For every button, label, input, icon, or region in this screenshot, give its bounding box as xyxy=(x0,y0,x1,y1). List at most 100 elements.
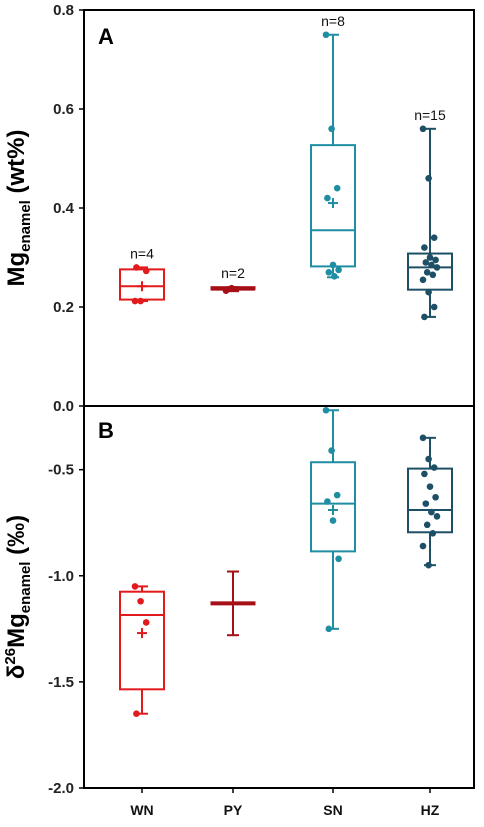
data-point xyxy=(333,184,341,192)
y-tick-label: 0.8 xyxy=(53,2,74,19)
box-iqr xyxy=(407,467,453,534)
data-point xyxy=(426,483,434,490)
data-point xyxy=(419,276,427,284)
data-point xyxy=(421,470,428,478)
panel-b-marks: -2.0 -1.5 -1.0 -0.5 WN PY SN HZ xyxy=(48,406,453,818)
data-point xyxy=(430,464,438,471)
data-point xyxy=(335,555,342,563)
data-point xyxy=(432,493,439,501)
panel-a-marks: 0.0 0.2 0.4 0.6 0.8 n=4 n=2 n=8 n=15 xyxy=(53,2,453,415)
panel-b-y-axis-title: δ26Mgenamel (‰) xyxy=(2,515,34,679)
data-point xyxy=(425,175,432,182)
data-point xyxy=(429,530,437,537)
data-point xyxy=(433,513,441,520)
panel-b-letter: B xyxy=(98,418,114,443)
data-point xyxy=(228,284,235,292)
panel-a-letter: A xyxy=(98,24,114,49)
ylabel-a-unit: (wt%) xyxy=(3,129,30,200)
chart-marks: 0.0 0.2 0.4 0.6 0.8 n=4 n=2 n=8 n=15 -2.0 -1.5 -1.0… xyxy=(48,2,453,818)
data-point xyxy=(423,269,431,276)
data-point xyxy=(422,259,430,266)
data-point xyxy=(324,498,331,505)
n-label: n=2 xyxy=(221,265,245,281)
ylabel-b-sub: enamel xyxy=(17,562,34,614)
box-hz xyxy=(407,434,453,569)
data-point xyxy=(422,500,430,507)
data-point xyxy=(328,125,335,133)
box-py xyxy=(210,570,256,637)
box-sn: n=8 xyxy=(310,13,356,280)
data-point xyxy=(335,266,342,274)
data-point xyxy=(421,244,428,251)
x-tick-label: HZ xyxy=(421,802,440,818)
data-point xyxy=(430,234,438,241)
ylabel-a-main: Mg xyxy=(3,252,30,287)
data-point xyxy=(333,491,341,499)
data-point xyxy=(142,267,150,275)
n-label: n=15 xyxy=(414,107,446,123)
x-tick-label: PY xyxy=(224,802,243,818)
data-point xyxy=(430,303,438,311)
y-tick-label: -0.5 xyxy=(48,462,74,479)
ylabel-b-main2: Mg xyxy=(3,613,30,648)
box-iqr xyxy=(310,461,356,553)
panel-a-y-axis-title: Mgenamel (wt%) xyxy=(3,129,34,286)
box-hz: n=15 xyxy=(407,107,453,321)
data-point xyxy=(419,542,427,550)
data-point xyxy=(423,521,431,529)
ylabel-b-sup: 26 xyxy=(2,648,19,665)
data-point xyxy=(133,264,140,271)
data-point xyxy=(432,256,439,264)
data-point xyxy=(324,194,331,202)
y-tick-label: 0.2 xyxy=(53,299,74,316)
data-point xyxy=(421,313,428,321)
box-wn: n=4 xyxy=(119,245,165,305)
data-point xyxy=(131,583,139,590)
panel-a: A xyxy=(83,9,475,407)
box-sn xyxy=(310,406,356,633)
data-point xyxy=(131,297,139,305)
data-point xyxy=(428,508,435,516)
x-tick-label: SN xyxy=(323,802,342,818)
box-py: n=2 xyxy=(210,265,256,294)
data-point xyxy=(426,254,434,261)
n-label: n=4 xyxy=(130,245,154,261)
data-point xyxy=(329,261,337,269)
svg-text:Mgenamel (wt%): Mgenamel (wt%) xyxy=(3,129,34,286)
data-point xyxy=(425,561,432,569)
data-point xyxy=(433,264,441,271)
data-point xyxy=(137,297,144,305)
data-point xyxy=(329,517,337,524)
y-tick-label: 0.4 xyxy=(53,200,75,217)
box-iqr xyxy=(119,590,165,691)
data-point xyxy=(322,31,330,39)
data-point xyxy=(133,710,140,718)
x-tick-label: WN xyxy=(130,802,153,818)
data-point xyxy=(325,625,333,633)
y-tick-label: 0.0 xyxy=(53,398,74,415)
data-point xyxy=(425,288,432,296)
data-point xyxy=(419,125,427,133)
panel-b-frame xyxy=(83,405,475,789)
data-point xyxy=(331,273,338,280)
data-point xyxy=(429,271,437,279)
y-tick-label: -1.5 xyxy=(48,674,74,691)
data-point xyxy=(142,619,150,626)
y-tick-label: -2.0 xyxy=(48,780,74,797)
box-wn xyxy=(119,583,165,718)
data-point xyxy=(328,447,335,454)
data-point xyxy=(425,455,432,463)
data-point xyxy=(428,261,435,269)
panel-a-frame xyxy=(83,9,475,407)
svg-text:δ26Mgenamel (‰): δ26Mgenamel (‰) xyxy=(2,515,34,679)
n-label: n=8 xyxy=(321,13,345,29)
ylabel-a-sub: enamel xyxy=(17,200,34,252)
ylabel-b-unit: (‰) xyxy=(3,515,30,562)
data-point xyxy=(419,434,427,442)
y-tick-label: 0.6 xyxy=(53,101,74,118)
panel-b: B xyxy=(83,405,475,789)
data-point xyxy=(325,269,333,276)
data-point xyxy=(222,287,230,294)
ylabel-b-delta: δ xyxy=(3,665,30,680)
